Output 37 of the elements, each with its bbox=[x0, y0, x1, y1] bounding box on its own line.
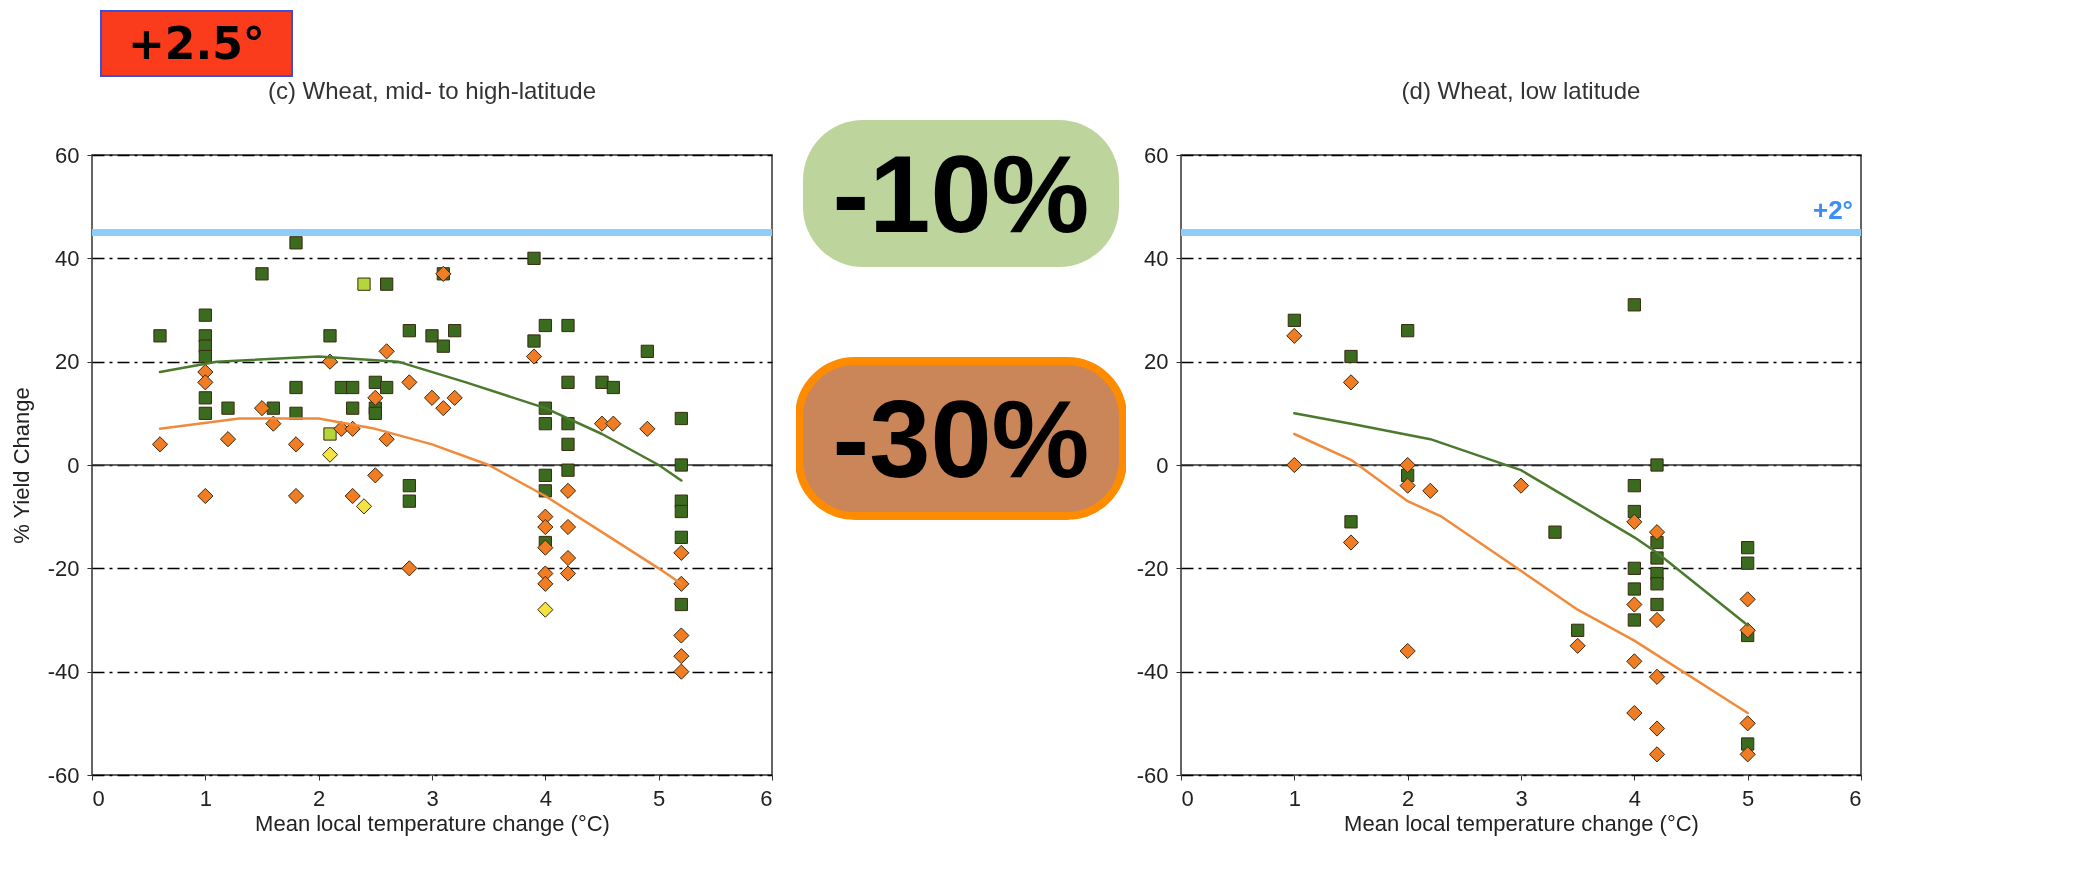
x-tick-label: 4 bbox=[1628, 785, 1641, 811]
x-tick-label: 3 bbox=[1515, 785, 1528, 811]
speech-bubble: -10% bbox=[802, 120, 1120, 267]
x-tick-label: 2 bbox=[1402, 785, 1415, 811]
x-tick-label: 0 bbox=[1181, 785, 1194, 811]
x-axis-title: Mean local temperature change (°C) bbox=[1344, 810, 1699, 836]
x-tick-label: 5 bbox=[653, 785, 666, 811]
x-axis-title: Mean local temperature change (°C) bbox=[255, 810, 610, 836]
y-tick-label: -20 bbox=[1136, 555, 1169, 581]
speech-bubble: -30% bbox=[794, 357, 1128, 520]
y-tick-label: -40 bbox=[47, 659, 80, 685]
annotation: +2° bbox=[1812, 194, 1853, 225]
x-tick-label: 6 bbox=[1849, 785, 1862, 811]
x-tick-label: 5 bbox=[1742, 785, 1755, 811]
x-tick-label: 2 bbox=[313, 785, 326, 811]
y-tick-label: 20 bbox=[1144, 349, 1169, 375]
y-tick-label: -60 bbox=[47, 762, 80, 788]
x-tick-label: 1 bbox=[1288, 785, 1301, 811]
y-tick-label: 0 bbox=[1156, 452, 1169, 478]
x-tick-label: 1 bbox=[199, 785, 212, 811]
chart-title: (c) Wheat, mid- to high-latitude bbox=[267, 77, 597, 104]
y-tick-label: 60 bbox=[1144, 142, 1169, 168]
x-tick-label: 0 bbox=[92, 785, 105, 811]
y-axis-title: % Yield Change bbox=[8, 387, 34, 544]
x-tick-label: 3 bbox=[426, 785, 439, 811]
y-tick-label: 0 bbox=[67, 452, 80, 478]
y-tick-label: -40 bbox=[1136, 659, 1169, 685]
y-tick-label: -20 bbox=[47, 555, 80, 581]
y-tick-label: 40 bbox=[55, 245, 80, 271]
x-tick-label: 4 bbox=[539, 785, 552, 811]
y-tick-label: 60 bbox=[55, 142, 80, 168]
y-tick-label: -60 bbox=[1136, 762, 1169, 788]
chart-title: (d) Wheat, low latitude bbox=[1401, 77, 1641, 104]
label-box: +2.5° bbox=[100, 10, 293, 77]
y-tick-label: 20 bbox=[55, 349, 80, 375]
x-tick-label: 6 bbox=[760, 785, 773, 811]
y-tick-label: 40 bbox=[1144, 245, 1169, 271]
